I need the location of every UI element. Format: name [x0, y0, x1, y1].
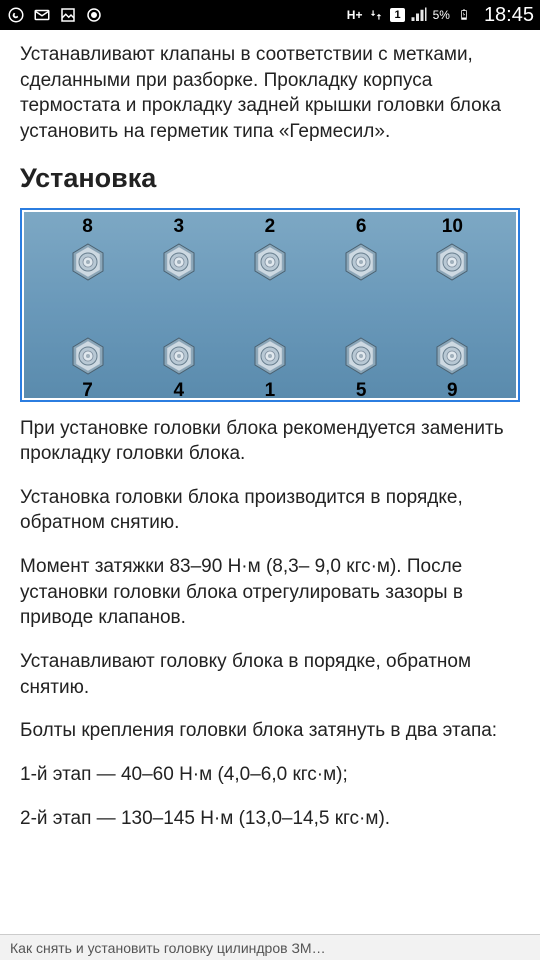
bolt-cell: 6	[329, 242, 394, 282]
bolt-cell: 2	[237, 242, 302, 282]
whatsapp-icon	[6, 5, 26, 25]
bolt-diagram: 8 3 2 6 10 7 4	[20, 208, 520, 402]
body-paragraph: 1-й этап — 40–60 Н·м (4,0–6,0 кгс·м);	[20, 762, 520, 788]
intro-paragraph: Устанавливают клапаны в соответствии с м…	[20, 42, 520, 145]
bolt-cell: 4	[146, 336, 211, 376]
bolt-number: 4	[173, 380, 184, 402]
sim-badge: 1	[390, 8, 404, 22]
tab-title: Как снять и установить головку цилиндров…	[10, 940, 326, 956]
bolt-row-bottom: 7 4 1 5 9	[42, 336, 498, 376]
bolt-number: 8	[82, 216, 93, 238]
bolt-cell: 10	[420, 242, 485, 282]
network-type: H+	[347, 8, 363, 22]
bolt-number: 2	[265, 216, 276, 238]
data-arrows-icon	[366, 5, 386, 25]
status-left	[6, 5, 104, 25]
article-content: Устанавливают клапаны в соответствии с м…	[0, 30, 540, 861]
bolt-cell: 9	[420, 336, 485, 376]
body-paragraphs: При установке головки блока рекомендуетс…	[20, 416, 520, 832]
body-paragraph: Устанавливают головку блока в порядке, о…	[20, 649, 520, 700]
body-paragraph: При установке головки блока рекомендуетс…	[20, 416, 520, 467]
sync-icon	[84, 5, 104, 25]
signal-icon	[409, 5, 429, 25]
body-paragraph: Момент затяжки 83–90 Н·м (8,3– 9,0 кгс·м…	[20, 554, 520, 631]
bolt-diagram-inner: 8 3 2 6 10 7 4	[24, 212, 516, 398]
bolt-number: 5	[356, 380, 367, 402]
body-paragraph: Установка головки блока производится в п…	[20, 485, 520, 536]
mail-icon	[32, 5, 52, 25]
status-right: H+ 1 5% 18:45	[347, 4, 534, 27]
bolt-cell: 7	[55, 336, 120, 376]
bolt-number: 7	[82, 380, 93, 402]
bolt-number: 6	[356, 216, 367, 238]
battery-icon	[454, 5, 474, 25]
bolt-number: 3	[173, 216, 184, 238]
status-bar: H+ 1 5% 18:45	[0, 0, 540, 30]
bolt-cell: 3	[146, 242, 211, 282]
clock: 18:45	[484, 4, 534, 27]
section-heading: Установка	[20, 163, 520, 194]
bolt-cell: 5	[329, 336, 394, 376]
body-paragraph: 2-й этап — 130–145 Н·м (13,0–14,5 кгс·м)…	[20, 806, 520, 832]
bolt-cell: 8	[55, 242, 120, 282]
body-paragraph: Болты крепления головки блока затянуть в…	[20, 718, 520, 744]
bolt-number: 9	[447, 380, 458, 402]
bolt-row-top: 8 3 2 6 10	[42, 242, 498, 282]
bolt-number: 10	[442, 216, 463, 238]
bolt-number: 1	[265, 380, 276, 402]
bolt-cell: 1	[237, 336, 302, 376]
image-icon	[58, 5, 78, 25]
battery-pct: 5%	[433, 8, 450, 22]
tab-title-bar[interactable]: Как снять и установить головку цилиндров…	[0, 934, 540, 960]
